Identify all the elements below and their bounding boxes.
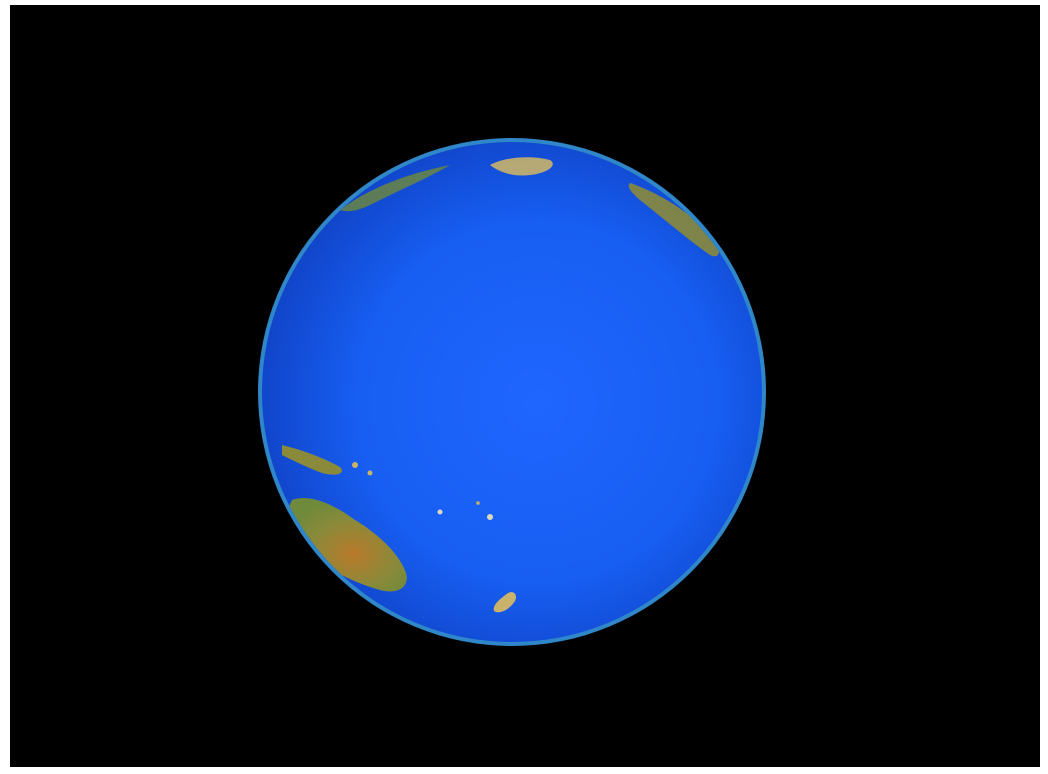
landmass-new-guinea <box>282 445 342 475</box>
landmass-layer <box>282 157 720 613</box>
landmass-new-zealand <box>493 592 517 613</box>
island-4 <box>487 514 493 520</box>
island-2 <box>367 470 373 476</box>
island-3 <box>437 509 443 515</box>
globe-viewport <box>10 5 1040 767</box>
globe-scene <box>10 5 1040 767</box>
landmass-australia <box>287 497 407 592</box>
landmass-north-america-coast <box>628 183 720 257</box>
landmass-asia-coast <box>490 157 553 176</box>
landmass-asia-coast-edge <box>340 165 450 212</box>
island-1 <box>352 462 358 468</box>
globe-ocean <box>262 142 762 642</box>
island-5 <box>476 501 480 505</box>
